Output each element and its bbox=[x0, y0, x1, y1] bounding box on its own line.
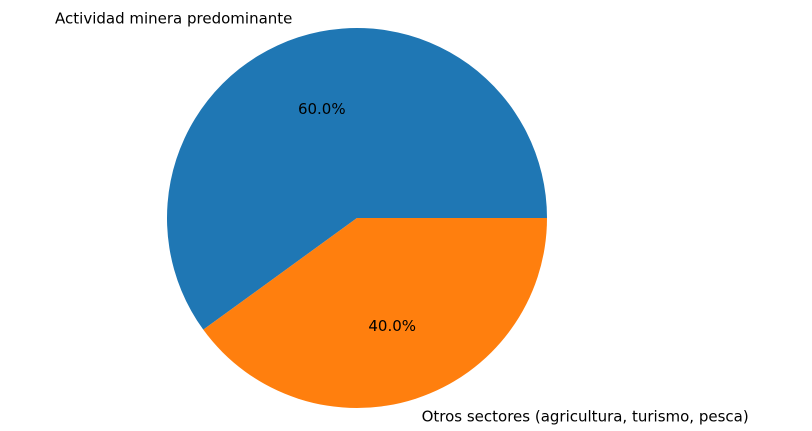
percent-label: 40.0% bbox=[368, 317, 416, 335]
slice-label: Actividad minera predominante bbox=[55, 10, 292, 28]
pie-slice bbox=[167, 28, 547, 330]
pie-slice bbox=[203, 218, 547, 409]
percent-label: 60.0% bbox=[298, 100, 346, 118]
slice-label: Otros sectores (agricultura, turismo, pe… bbox=[422, 407, 749, 425]
